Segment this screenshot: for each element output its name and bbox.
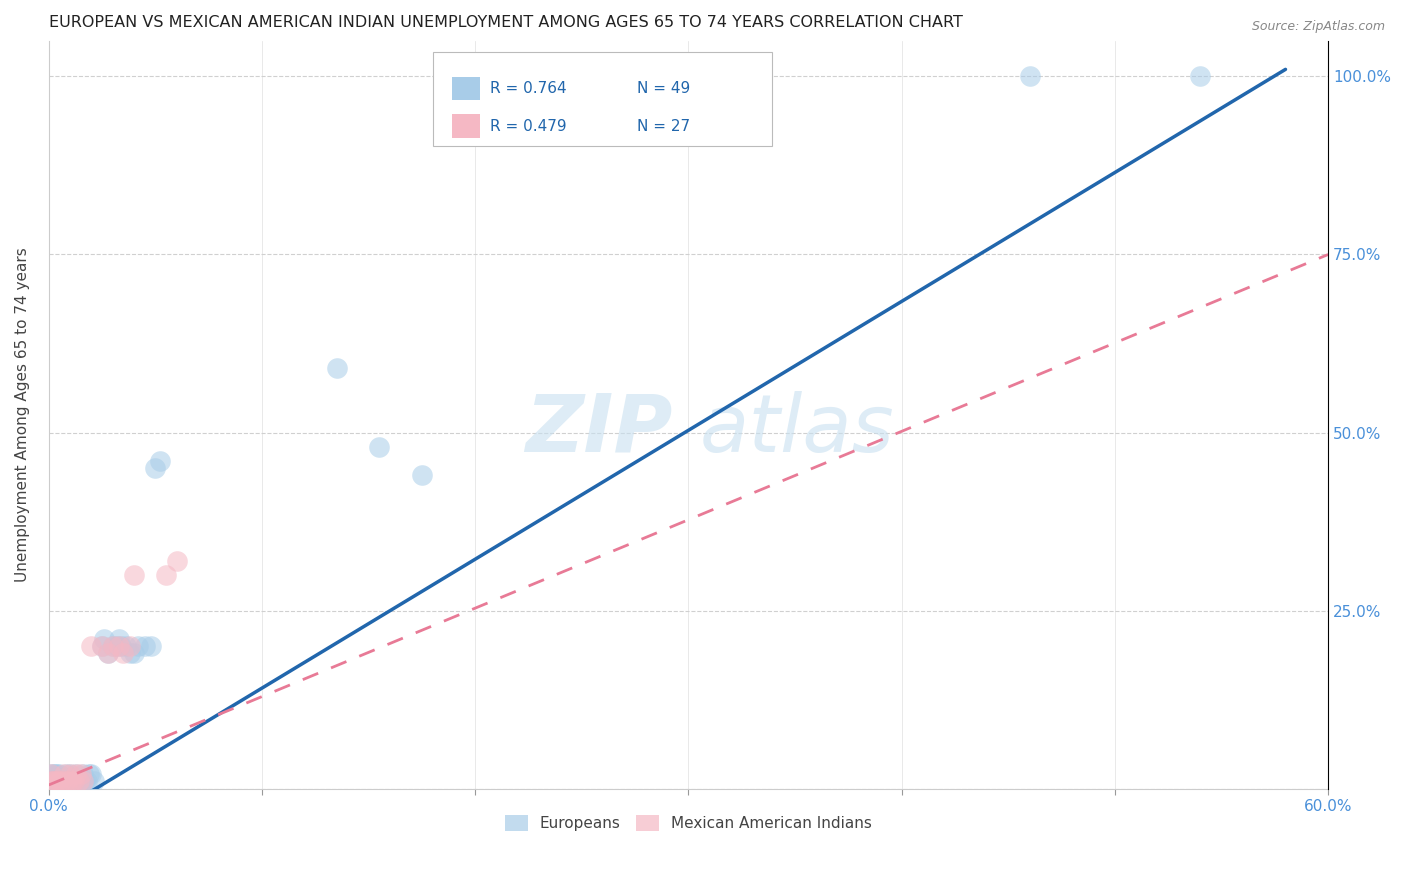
Point bbox=[42, 774, 65, 789]
Legend: Europeans, Mexican American Indians: Europeans, Mexican American Indians bbox=[499, 809, 879, 837]
Text: N = 27: N = 27 bbox=[637, 119, 690, 134]
Point bbox=[145, 461, 167, 475]
Point bbox=[67, 774, 90, 789]
Point bbox=[60, 774, 83, 789]
Point bbox=[411, 468, 433, 483]
Text: ZIP: ZIP bbox=[526, 391, 672, 468]
Point bbox=[166, 554, 188, 568]
Point bbox=[67, 774, 90, 789]
Point bbox=[52, 767, 75, 781]
Point bbox=[69, 774, 91, 789]
Point bbox=[65, 767, 87, 781]
Point bbox=[39, 767, 62, 781]
Point bbox=[56, 774, 79, 789]
Point bbox=[59, 767, 82, 781]
Point bbox=[97, 646, 120, 660]
Point bbox=[51, 774, 73, 789]
Bar bbox=[451, 77, 479, 101]
Point bbox=[105, 639, 128, 653]
Point bbox=[149, 454, 172, 468]
Text: R = 0.479: R = 0.479 bbox=[491, 119, 567, 134]
Point bbox=[63, 774, 86, 789]
Point bbox=[122, 568, 145, 582]
Point bbox=[59, 774, 82, 789]
Point bbox=[46, 767, 69, 781]
Point bbox=[44, 774, 66, 789]
Point bbox=[91, 639, 114, 653]
Point bbox=[73, 774, 96, 789]
Point bbox=[1018, 70, 1040, 84]
Point bbox=[101, 639, 124, 653]
Point bbox=[44, 767, 66, 781]
Text: N = 49: N = 49 bbox=[637, 81, 690, 96]
Point bbox=[110, 639, 132, 653]
Point bbox=[108, 639, 131, 653]
Point bbox=[55, 774, 77, 789]
Point bbox=[80, 639, 103, 653]
Point bbox=[63, 774, 86, 789]
Point bbox=[122, 646, 145, 660]
Point bbox=[51, 774, 73, 789]
Point bbox=[72, 774, 94, 789]
Point bbox=[76, 774, 98, 789]
Point bbox=[155, 568, 177, 582]
Point bbox=[77, 767, 100, 781]
Point bbox=[368, 440, 391, 454]
Point bbox=[108, 632, 131, 646]
Text: Source: ZipAtlas.com: Source: ZipAtlas.com bbox=[1251, 20, 1385, 33]
Point bbox=[42, 774, 65, 789]
Point bbox=[127, 639, 149, 653]
Point bbox=[55, 774, 77, 789]
FancyBboxPatch shape bbox=[433, 52, 772, 145]
Point bbox=[48, 774, 70, 789]
Point bbox=[118, 639, 141, 653]
Point bbox=[48, 774, 70, 789]
Point bbox=[118, 646, 141, 660]
Point bbox=[69, 767, 91, 781]
Text: R = 0.764: R = 0.764 bbox=[491, 81, 567, 96]
Point bbox=[83, 774, 105, 789]
Point bbox=[91, 639, 114, 653]
Text: EUROPEAN VS MEXICAN AMERICAN INDIAN UNEMPLOYMENT AMONG AGES 65 TO 74 YEARS CORRE: EUROPEAN VS MEXICAN AMERICAN INDIAN UNEM… bbox=[49, 15, 963, 30]
Point bbox=[44, 774, 66, 789]
Point bbox=[112, 646, 135, 660]
Point bbox=[114, 639, 136, 653]
Point bbox=[39, 774, 62, 789]
Point bbox=[48, 767, 70, 781]
Point bbox=[55, 767, 77, 781]
Point bbox=[1189, 70, 1212, 84]
Point bbox=[46, 774, 69, 789]
Point bbox=[46, 774, 69, 789]
Point bbox=[39, 767, 62, 781]
Point bbox=[52, 774, 75, 789]
Point bbox=[39, 774, 62, 789]
Bar bbox=[451, 114, 479, 138]
Point bbox=[93, 632, 115, 646]
Text: atlas: atlas bbox=[700, 391, 894, 468]
Point bbox=[42, 767, 65, 781]
Point bbox=[97, 646, 120, 660]
Point bbox=[65, 767, 87, 781]
Point bbox=[80, 767, 103, 781]
Y-axis label: Unemployment Among Ages 65 to 74 years: Unemployment Among Ages 65 to 74 years bbox=[15, 247, 30, 582]
Point bbox=[134, 639, 156, 653]
Point bbox=[39, 774, 62, 789]
Point bbox=[59, 767, 82, 781]
Point bbox=[101, 639, 124, 653]
Point bbox=[325, 361, 347, 376]
Point bbox=[56, 774, 79, 789]
Point bbox=[139, 639, 162, 653]
Point bbox=[72, 767, 94, 781]
Point bbox=[60, 774, 83, 789]
